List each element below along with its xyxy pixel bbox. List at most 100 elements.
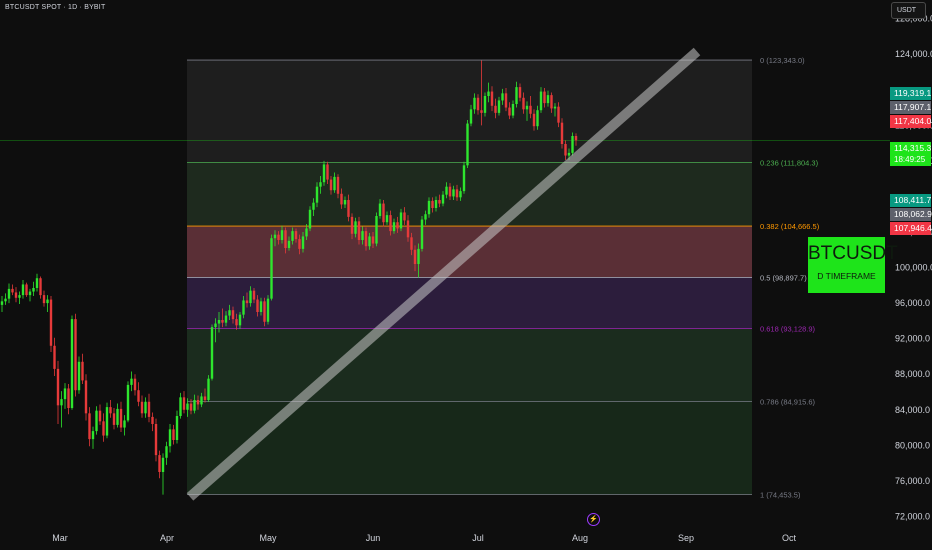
candle: [445, 182, 448, 199]
candle: [560, 118, 564, 149]
candle: [431, 197, 434, 213]
fib-label: 0.236 (111,804.3): [760, 159, 819, 168]
candle: [221, 308, 224, 328]
y-tick-label: 100,000.0: [895, 263, 932, 273]
candle: [417, 243, 420, 278]
candle: [203, 388, 207, 403]
candle: [137, 382, 140, 407]
x-tick-label: Mar: [52, 533, 68, 543]
candle: [126, 381, 130, 423]
candle: [354, 217, 357, 238]
candle: [371, 232, 375, 248]
candle: [494, 98, 497, 119]
price-tag: 114,315.3 18:49:25: [890, 142, 931, 166]
candle: [116, 403, 119, 428]
candle: [522, 92, 525, 114]
price-tag-value: 108,411.7: [894, 195, 932, 205]
candle: [473, 93, 476, 114]
price-tag-value: 119,319.1: [894, 88, 932, 98]
price-tag-value: 108,062.9: [894, 209, 932, 219]
y-tick-label: 96,000.0: [895, 298, 930, 308]
currency-selector[interactable]: USDT: [891, 2, 926, 19]
y-tick-label: 84,000.0: [895, 405, 930, 415]
candle: [396, 216, 399, 233]
candle: [455, 184, 459, 201]
candle: [186, 398, 189, 417]
price-tag: 119,319.1: [890, 87, 931, 100]
candle: [60, 391, 63, 428]
bar-countdown: 18:49:25: [894, 155, 926, 164]
fib-zone: [187, 401, 752, 495]
candle: [214, 318, 217, 343]
candle: [333, 172, 336, 193]
candle: [469, 104, 473, 127]
candle: [378, 199, 382, 219]
fib-label: 0.618 (93,128.9): [760, 325, 816, 334]
candle: [39, 276, 42, 299]
candle: [280, 225, 284, 244]
candle: [361, 226, 364, 245]
candle: [441, 191, 445, 207]
candle: [480, 60, 483, 126]
candle: [35, 273, 39, 292]
candle: [98, 404, 102, 425]
candle: [382, 200, 385, 227]
price-tag-value: 107,946.4: [894, 223, 932, 233]
candle: [245, 292, 249, 308]
candle: [154, 418, 158, 462]
candle: [340, 188, 343, 209]
symbol-badge: BTCUSDT D TIMEFRAME: [808, 237, 898, 293]
candle: [189, 399, 193, 415]
candle: [32, 281, 35, 296]
candle: [476, 94, 480, 115]
candle: [77, 356, 81, 394]
x-tick-label: Aug: [572, 533, 588, 543]
candle: [144, 397, 147, 418]
candle: [508, 102, 511, 120]
x-tick-label: Sep: [678, 533, 694, 543]
candle: [88, 407, 91, 447]
badge-title: BTCUSDT: [808, 243, 898, 264]
fib-levels: 1 (74,453.5) 0.786 (84,915.6) 0.618 (93,12…: [187, 56, 820, 500]
candle: [193, 394, 196, 414]
candle: [427, 197, 431, 218]
candle: [119, 401, 123, 432]
candle: [273, 230, 277, 247]
candle: [336, 174, 340, 199]
candle: [252, 288, 256, 304]
candle: [147, 393, 151, 423]
candle: [557, 102, 560, 128]
candle: [263, 297, 266, 327]
candle: [399, 208, 403, 232]
price-tag-value: 117,907.1: [894, 102, 932, 112]
candle: [256, 295, 259, 317]
y-tick-label: 124,000.0: [895, 49, 932, 59]
candle: [536, 105, 539, 130]
candle: [18, 291, 21, 304]
candle: [532, 109, 536, 131]
candle: [224, 311, 228, 327]
fib-zones: [187, 60, 752, 495]
x-tick-label: Apr: [160, 533, 174, 543]
candle: [270, 234, 273, 301]
fib-label: 0.5 (98,897.7): [760, 273, 807, 282]
trendline[interactable]: [186, 47, 701, 501]
y-tick-label: 76,000.0: [895, 476, 930, 486]
candle: [392, 218, 396, 234]
candle: [571, 132, 574, 156]
price-tag: 117,404.0: [890, 115, 931, 128]
candle: [102, 413, 105, 442]
candle: [553, 103, 557, 117]
y-tick-label: 80,000.0: [895, 440, 930, 450]
fib-label: 1 (74,453.5): [760, 491, 801, 500]
candle: [483, 92, 487, 117]
badge-subtitle: D TIMEFRAME: [817, 271, 876, 281]
candle: [525, 101, 529, 121]
candle: [228, 304, 231, 320]
candle: [217, 312, 221, 333]
lightning-icon[interactable]: ⚡: [587, 513, 600, 526]
candle: [105, 402, 109, 439]
candle: [497, 96, 501, 116]
candle: [343, 196, 347, 208]
